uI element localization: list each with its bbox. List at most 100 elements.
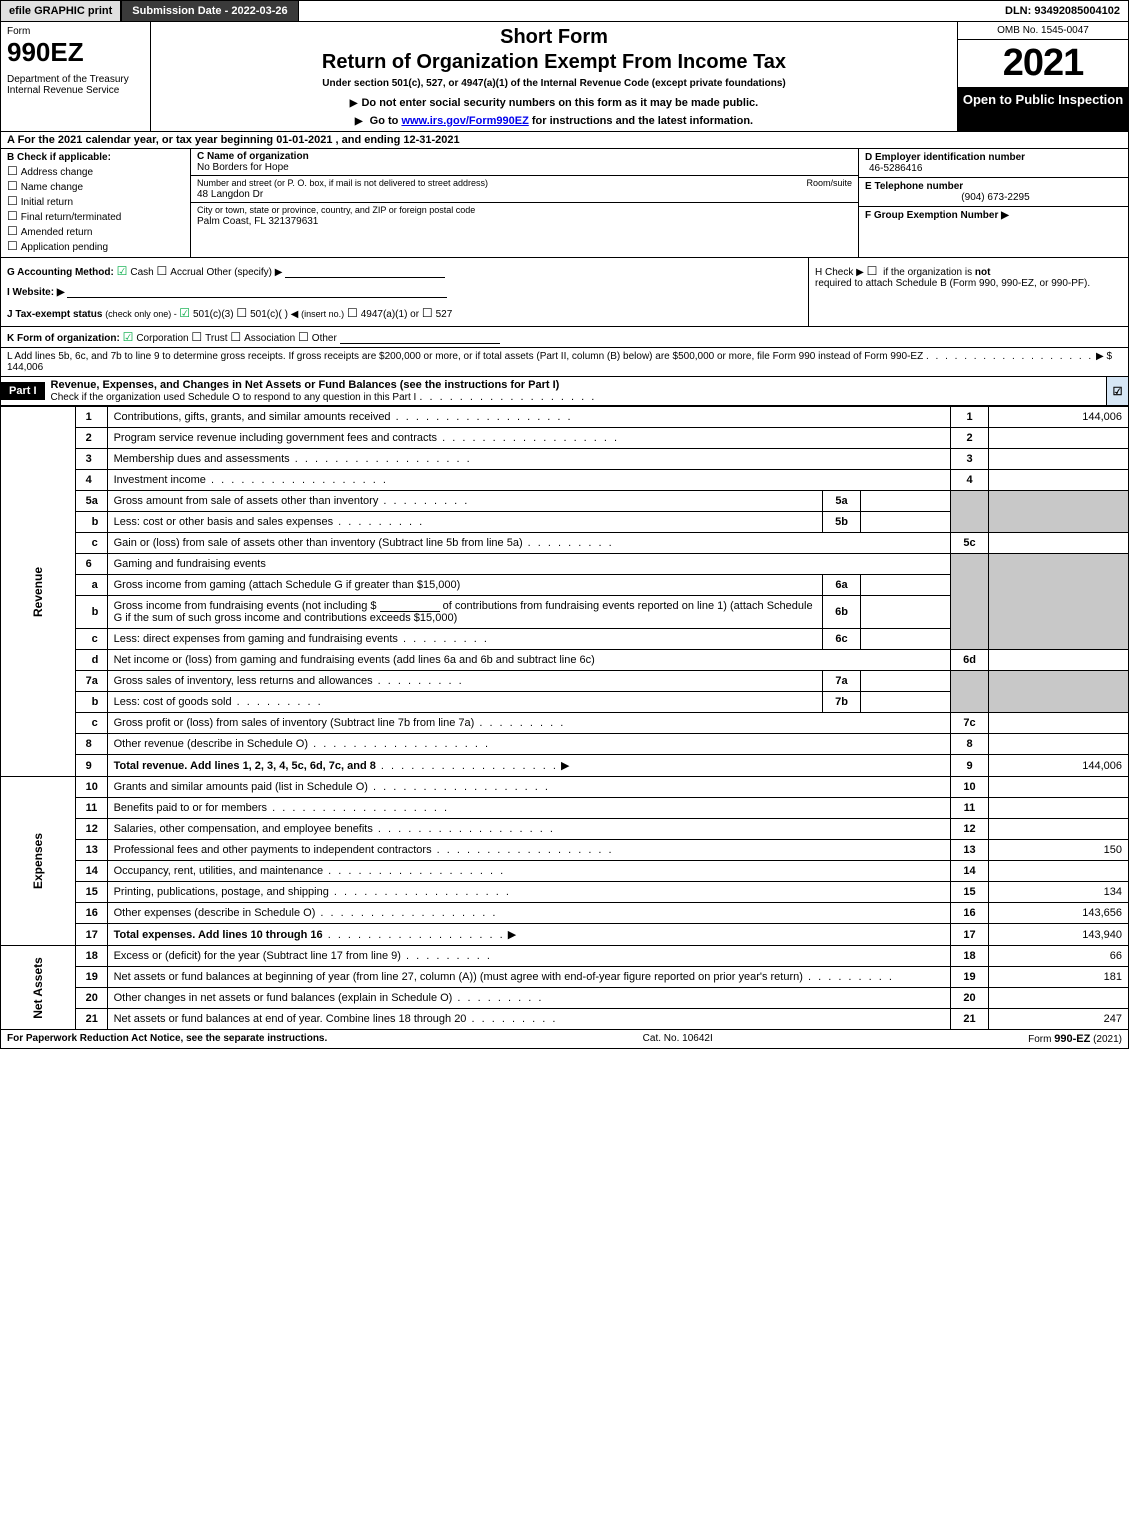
table-row: 15 Printing, publications, postage, and … xyxy=(1,882,1129,903)
part-1-label: Part I xyxy=(1,382,45,400)
part-1-table: Revenue 1 Contributions, gifts, grants, … xyxy=(0,406,1129,1030)
chk-name-change[interactable]: Name change xyxy=(7,179,184,193)
other-specify-blank[interactable] xyxy=(285,266,445,278)
group-exemption-text: F Group Exemption Number xyxy=(865,210,998,221)
form-header: Form 990EZ Department of the Treasury In… xyxy=(0,22,1129,132)
arrow-icon: ▶ xyxy=(1001,210,1009,221)
right-val: 181 xyxy=(989,967,1129,988)
section-h-not: not xyxy=(975,267,991,278)
section-c: C Name of organization No Borders for Ho… xyxy=(191,149,858,257)
line-num: 13 xyxy=(75,840,107,861)
line-17-bold: Total expenses. Add lines 10 through 16 xyxy=(114,929,323,941)
goto-post: for instructions and the latest informat… xyxy=(529,115,753,127)
website-blank[interactable] xyxy=(67,286,447,298)
chk-527[interactable]: 527 xyxy=(422,309,452,320)
line-num: 20 xyxy=(75,988,107,1009)
line-desc: Total revenue. Add lines 1, 2, 3, 4, 5c,… xyxy=(107,755,950,777)
line-num: 16 xyxy=(75,903,107,924)
right-val xyxy=(989,449,1129,470)
chk-accrual[interactable]: Accrual xyxy=(157,267,204,278)
line-num: c xyxy=(75,533,107,554)
line-num: 5a xyxy=(75,491,107,512)
part-1-checkbox[interactable]: ☑ xyxy=(1106,377,1128,405)
table-row: d Net income or (loss) from gaming and f… xyxy=(1,650,1129,671)
table-row: 2 Program service revenue including gove… xyxy=(1,428,1129,449)
chk-other-org[interactable]: Other xyxy=(298,333,337,344)
right-num: 1 xyxy=(951,407,989,428)
room-label: Room/suite xyxy=(806,178,852,188)
inner-num: 6a xyxy=(823,575,861,596)
chk-amended-return[interactable]: Amended return xyxy=(7,224,184,238)
line-desc: Gross income from gaming (attach Schedul… xyxy=(107,575,822,596)
line-desc: Membership dues and assessments xyxy=(107,449,950,470)
right-num: 5c xyxy=(951,533,989,554)
line-6b-blank[interactable] xyxy=(380,600,440,612)
inner-num: 5a xyxy=(823,491,861,512)
line-num: c xyxy=(75,713,107,734)
line-desc: Net assets or fund balances at beginning… xyxy=(107,967,950,988)
dots-icon xyxy=(323,929,505,941)
line-num: 14 xyxy=(75,861,107,882)
line-desc: Other changes in net assets or fund bala… xyxy=(107,988,950,1009)
chk-4947a1[interactable]: 4947(a)(1) or xyxy=(347,309,419,320)
ein-value: 46-5286416 xyxy=(865,163,1122,174)
inner-val xyxy=(861,671,951,692)
table-row: 14 Occupancy, rent, utilities, and maint… xyxy=(1,861,1129,882)
table-row: 7a Gross sales of inventory, less return… xyxy=(1,671,1129,692)
right-num: 7c xyxy=(951,713,989,734)
goto-link[interactable]: www.irs.gov/Form990EZ xyxy=(401,115,528,127)
line-desc: Gain or (loss) from sale of assets other… xyxy=(107,533,950,554)
inner-num: 5b xyxy=(823,512,861,533)
line-desc: Benefits paid to or for members xyxy=(107,798,950,819)
section-l-text: L Add lines 5b, 6c, and 7b to line 9 to … xyxy=(7,351,923,362)
form-ref-post: (2021) xyxy=(1090,1034,1122,1045)
table-row: 12 Salaries, other compensation, and emp… xyxy=(1,819,1129,840)
sections-b-through-f: B Check if applicable: Address change Na… xyxy=(0,149,1129,257)
insert-no: (insert no.) xyxy=(301,309,344,319)
line-desc: Investment income xyxy=(107,470,950,491)
table-row: 19 Net assets or fund balances at beginn… xyxy=(1,967,1129,988)
chk-corporation[interactable]: Corporation xyxy=(123,333,189,344)
form-ref-bold: 990-EZ xyxy=(1054,1033,1090,1045)
section-d: D Employer identification number 46-5286… xyxy=(859,149,1128,178)
table-row: Net Assets 18 Excess or (deficit) for th… xyxy=(1,946,1129,967)
right-num: 21 xyxy=(951,1009,989,1030)
phone-label: E Telephone number xyxy=(865,181,1122,192)
chk-cash[interactable]: Cash xyxy=(117,267,154,278)
right-val: 66 xyxy=(989,946,1129,967)
street-row: Number and street (or P. O. box, if mail… xyxy=(191,176,858,203)
form-label: Form xyxy=(7,26,144,37)
org-name-label: C Name of organization xyxy=(197,151,309,162)
chk-501c[interactable]: 501(c)( ) xyxy=(236,309,288,320)
line-desc: Contributions, gifts, grants, and simila… xyxy=(107,407,950,428)
line-num: 17 xyxy=(75,924,107,946)
table-row: 11 Benefits paid to or for members 11 xyxy=(1,798,1129,819)
right-val xyxy=(989,988,1129,1009)
goto-line: Go to www.irs.gov/Form990EZ for instruct… xyxy=(161,115,947,127)
other-org-blank[interactable] xyxy=(340,332,500,344)
form-ref: Form 990-EZ (2021) xyxy=(1028,1033,1122,1045)
chk-final-return[interactable]: Final return/terminated xyxy=(7,209,184,223)
chk-association[interactable]: Association xyxy=(230,333,295,344)
chk-address-change[interactable]: Address change xyxy=(7,164,184,178)
line-num: c xyxy=(75,629,107,650)
chk-application-pending[interactable]: Application pending xyxy=(7,239,184,253)
city: Palm Coast, FL 321379631 xyxy=(197,216,318,227)
chk-not-required[interactable] xyxy=(867,267,881,278)
line-num: 4 xyxy=(75,470,107,491)
right-num: 11 xyxy=(951,798,989,819)
table-row: c Gross profit or (loss) from sales of i… xyxy=(1,713,1129,734)
chk-initial-return[interactable]: Initial return xyxy=(7,194,184,208)
city-row: City or town, state or province, country… xyxy=(191,203,858,229)
expenses-side-label: Expenses xyxy=(1,777,76,946)
chk-trust[interactable]: Trust xyxy=(191,333,227,344)
chk-501c3[interactable]: 501(c)(3) xyxy=(179,309,233,320)
table-row: 3 Membership dues and assessments 3 xyxy=(1,449,1129,470)
line-desc: Excess or (deficit) for the year (Subtra… xyxy=(107,946,950,967)
dept-treasury: Department of the Treasury Internal Reve… xyxy=(7,74,144,96)
part-1-title: Revenue, Expenses, and Changes in Net As… xyxy=(45,377,1106,405)
sections-def: D Employer identification number 46-5286… xyxy=(858,149,1128,257)
efile-label[interactable]: efile GRAPHIC print xyxy=(1,1,122,21)
line-num: 1 xyxy=(75,407,107,428)
line-desc: Occupancy, rent, utilities, and maintena… xyxy=(107,861,950,882)
